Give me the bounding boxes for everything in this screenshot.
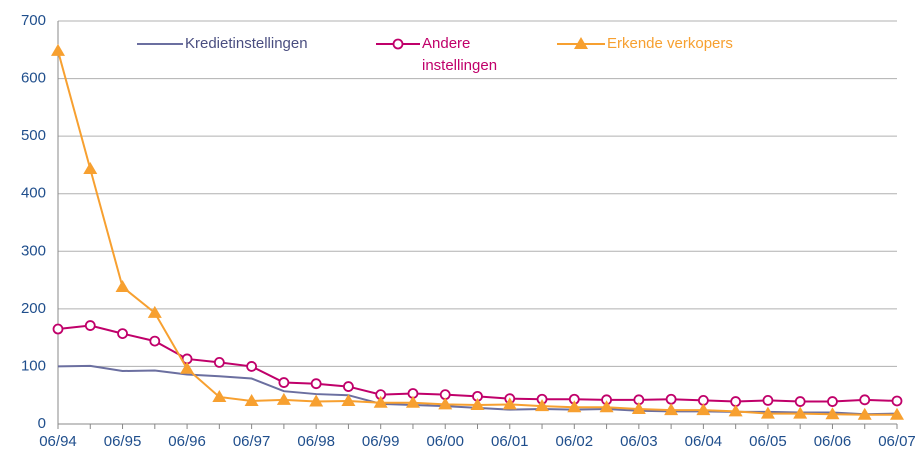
y-tick-label: 300	[21, 242, 46, 259]
y-tick-label: 500	[21, 127, 46, 144]
x-tick-label: 06/04	[685, 433, 723, 450]
point	[438, 397, 453, 410]
point	[52, 323, 64, 335]
point	[373, 395, 388, 408]
point	[147, 305, 162, 318]
point	[212, 389, 227, 402]
point	[631, 402, 646, 415]
x-tick-label: 06/07	[878, 433, 916, 450]
x-tick-label: 06/02	[556, 433, 594, 450]
x-tick-label: 06/94	[39, 433, 77, 450]
x-tick-label: 06/06	[814, 433, 852, 450]
point	[180, 361, 195, 374]
point	[213, 356, 225, 368]
point	[696, 403, 711, 416]
x-tick-label: 06/01	[491, 433, 529, 450]
point	[470, 398, 485, 411]
legend-label: Erkende verkopers	[607, 35, 733, 52]
point	[857, 407, 872, 420]
point	[405, 395, 420, 408]
y-tick-label: 100	[21, 357, 46, 374]
point	[890, 407, 904, 420]
y-tick-label: 0	[38, 415, 46, 432]
point	[825, 407, 840, 420]
point	[859, 394, 871, 406]
point	[341, 393, 356, 406]
point	[664, 403, 679, 416]
x-tick-label: 06/96	[168, 433, 206, 450]
point	[535, 399, 550, 412]
x-tick-label: 06/97	[233, 433, 271, 450]
point	[760, 406, 775, 419]
point	[762, 394, 774, 406]
point	[51, 43, 65, 56]
point	[728, 404, 743, 417]
x-tick-label: 06/99	[362, 433, 400, 450]
point	[276, 392, 291, 405]
x-tick-label: 06/98	[297, 433, 335, 450]
point	[827, 396, 838, 407]
point	[599, 400, 614, 413]
point	[278, 377, 290, 388]
point	[343, 381, 354, 392]
point	[794, 396, 806, 407]
point	[392, 38, 404, 50]
y-tick-label: 200	[21, 300, 46, 317]
point	[84, 320, 96, 331]
point	[115, 279, 130, 292]
y-tick-label: 600	[21, 70, 46, 87]
x-tick-label: 06/03	[620, 433, 658, 450]
x-tick-label: 06/95	[104, 433, 142, 450]
point	[309, 394, 324, 407]
y-tick-label: 700	[21, 12, 46, 29]
legend-label: Kredietinstellingen	[185, 35, 308, 52]
point	[502, 397, 517, 410]
x-tick-label: 06/05	[749, 433, 787, 450]
point	[117, 328, 128, 340]
point	[574, 37, 588, 49]
point	[244, 393, 259, 406]
legend-label: Andere instellingen	[422, 35, 498, 74]
point	[246, 361, 258, 372]
point	[665, 393, 677, 405]
point	[793, 406, 808, 419]
y-tick-label: 400	[21, 185, 46, 202]
point	[567, 400, 582, 413]
point	[310, 378, 322, 390]
point	[149, 335, 161, 347]
point	[891, 395, 903, 407]
point	[83, 161, 98, 174]
x-tick-label: 06/00	[426, 433, 464, 450]
